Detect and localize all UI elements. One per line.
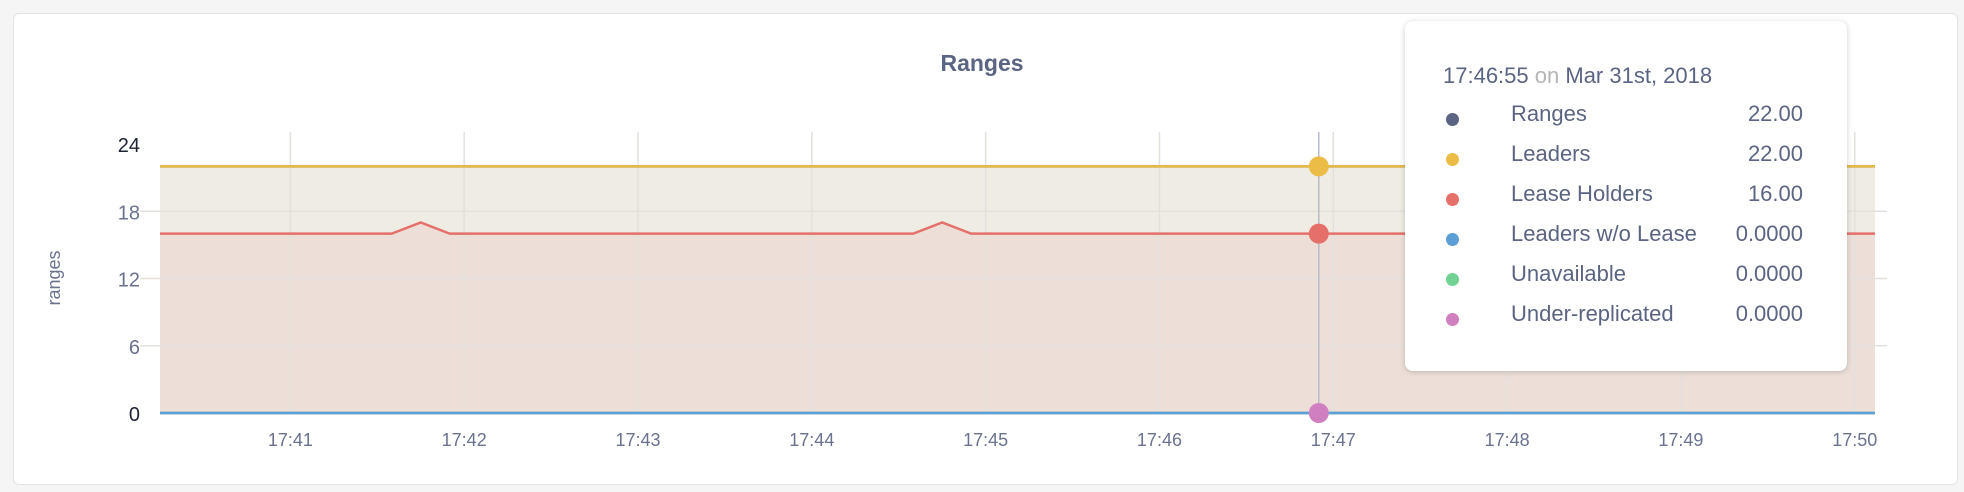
x-tick-label: 17:48 xyxy=(1485,430,1530,450)
x-tick-label: 17:49 xyxy=(1658,430,1703,450)
x-tick-label: 17:47 xyxy=(1311,430,1356,450)
tooltip-time: 17:46:55 xyxy=(1443,63,1529,88)
series-dot-icon xyxy=(1446,233,1459,246)
tooltip-series-value: 16.00 xyxy=(1747,181,1803,206)
x-tick-label: 17:46 xyxy=(1137,430,1182,450)
hover-marker xyxy=(1308,223,1329,244)
y-tick-label: 18 xyxy=(118,202,140,224)
tooltip-row: Leaders 22.00 xyxy=(1443,141,1803,181)
tooltip-series-value: 0.0000 xyxy=(1735,221,1803,246)
hover-tooltip: 17:46:55 on Mar 31st, 2018 Ranges 22.00 Le… xyxy=(1405,21,1847,371)
tooltip-series-label: Lease Holders xyxy=(1511,181,1653,206)
tooltip-row: Leaders w/o Lease 0.0000 xyxy=(1443,221,1803,261)
series-dot-icon xyxy=(1446,113,1459,126)
series-dot-icon xyxy=(1446,273,1459,286)
tooltip-series-value: 0.0000 xyxy=(1735,261,1803,286)
tooltip-series-label: Unavailable xyxy=(1511,261,1626,286)
series-dot-icon xyxy=(1446,193,1459,206)
y-tick-label: 0 xyxy=(129,404,140,426)
hover-marker xyxy=(1308,156,1329,177)
y-axis-label: ranges xyxy=(44,250,64,305)
y-tick-label: 6 xyxy=(129,337,140,359)
tooltip-row: Ranges 22.00 xyxy=(1443,101,1803,141)
tooltip-series-value: 22.00 xyxy=(1747,101,1803,126)
tooltip-row: Unavailable 0.0000 xyxy=(1443,261,1803,301)
tooltip-on: on xyxy=(1534,63,1560,88)
x-tick-label: 17:41 xyxy=(268,430,313,450)
x-tick-label: 17:45 xyxy=(963,430,1008,450)
y-tick-label: 12 xyxy=(118,270,140,292)
series-dot-icon xyxy=(1446,313,1459,326)
tooltip-header: 17:46:55 on Mar 31st, 2018 xyxy=(1443,63,1712,89)
tooltip-row: Under-replicated 0.0000 xyxy=(1443,301,1803,341)
x-tick-label: 17:43 xyxy=(615,430,660,450)
tooltip-row: Lease Holders 16.00 xyxy=(1443,181,1803,221)
series-dot-icon xyxy=(1446,153,1459,166)
x-tick-label: 17:44 xyxy=(789,430,834,450)
tooltip-date: Mar 31st, 2018 xyxy=(1565,63,1713,88)
tooltip-series-label: Leaders w/o Lease xyxy=(1511,221,1697,246)
tooltip-series-label: Leaders xyxy=(1511,141,1591,166)
x-tick-label: 17:50 xyxy=(1832,430,1877,450)
y-tick-label: 24 xyxy=(118,135,140,157)
tooltip-series-label: Under-replicated xyxy=(1511,301,1674,326)
tooltip-series-value: 0.0000 xyxy=(1735,301,1803,326)
x-tick-label: 17:42 xyxy=(442,430,487,450)
hover-marker xyxy=(1308,403,1329,423)
chart-title: Ranges xyxy=(940,50,1024,76)
tooltip-series-value: 22.00 xyxy=(1747,141,1803,166)
line-lease-holders xyxy=(160,221,1875,235)
tooltip-series-label: Ranges xyxy=(1511,101,1587,126)
